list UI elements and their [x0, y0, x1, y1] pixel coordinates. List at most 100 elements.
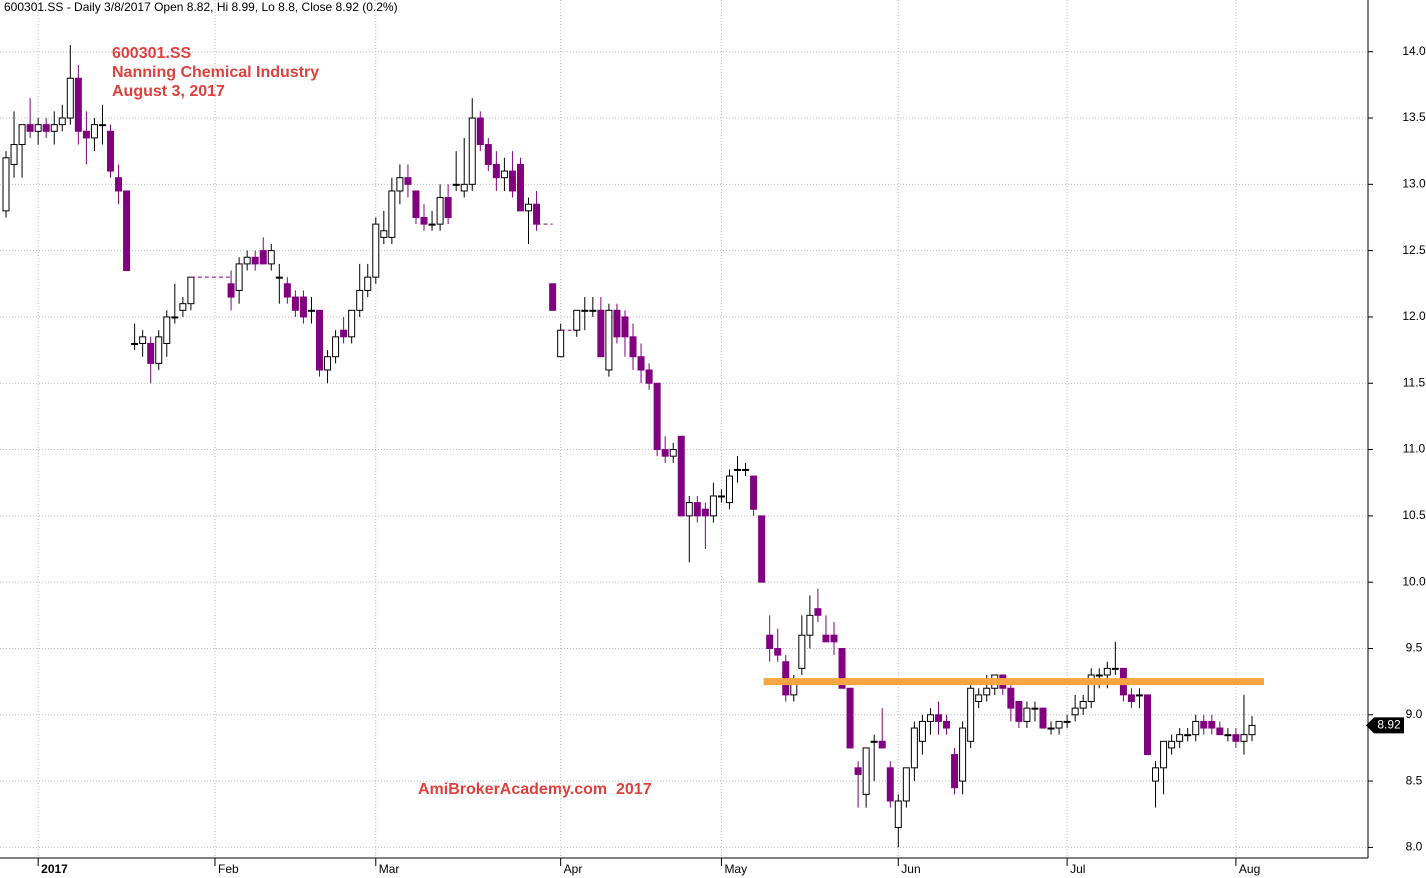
candle-body — [1152, 767, 1160, 782]
candle-body — [573, 309, 581, 331]
candle-body — [1240, 734, 1248, 742]
x-tick-label: Aug — [1239, 862, 1260, 876]
candle-body — [1127, 694, 1135, 703]
y-tick-label: 11.5 — [1403, 375, 1426, 389]
candle-body — [10, 144, 18, 165]
candle-body — [629, 336, 637, 358]
candle-body — [412, 190, 420, 218]
candle-body — [2, 157, 10, 212]
candle-body — [926, 714, 934, 722]
watermark: AmiBrokerAcademy.com 2017 — [418, 781, 652, 798]
candle-body — [870, 740, 878, 743]
candle-body — [1087, 674, 1095, 703]
candle-body — [468, 117, 476, 185]
candle-body — [1103, 667, 1111, 676]
candle-body — [1095, 674, 1103, 677]
candle-body — [959, 727, 967, 782]
candle-body — [525, 203, 533, 212]
y-tick-label: 13.5 — [1402, 110, 1426, 124]
x-tick-label: Jul — [1070, 862, 1085, 876]
y-tick-label: 12.0 — [1402, 309, 1426, 323]
candle-body — [251, 256, 259, 265]
candle-body — [107, 130, 115, 172]
candle-body — [1176, 734, 1184, 742]
candle-body — [34, 124, 42, 132]
candle-body — [436, 197, 444, 225]
candle-body — [1232, 734, 1240, 742]
candle-body — [806, 614, 814, 636]
y-tick-label: 9.5 — [1406, 641, 1423, 655]
y-tick-label: 9.0 — [1406, 707, 1423, 721]
candle-body — [637, 356, 645, 371]
price-tag — [1366, 717, 1404, 734]
candle-body — [508, 170, 516, 192]
candle-body — [452, 183, 460, 186]
y-tick-label: 12.5 — [1402, 243, 1426, 257]
candle-body — [147, 342, 155, 364]
candle-body — [557, 329, 565, 358]
candle-body — [934, 714, 942, 722]
candle-body — [235, 263, 243, 291]
y-tick-label: 11.0 — [1403, 442, 1426, 456]
x-tick-label: Feb — [218, 862, 239, 876]
candle-body — [1224, 734, 1232, 737]
candle-body — [388, 190, 396, 238]
candle-body — [460, 183, 468, 192]
x-tick-label: Jun — [901, 862, 920, 876]
candle-body — [420, 216, 428, 225]
candle-body — [878, 740, 886, 749]
candle-body — [774, 647, 782, 656]
y-tick-label: 8.0 — [1406, 840, 1423, 854]
candle-body — [171, 316, 179, 319]
candle-body — [139, 336, 147, 344]
candle-body — [814, 608, 822, 616]
candle-body — [516, 163, 524, 212]
candle-body — [661, 449, 669, 457]
candle-body — [894, 800, 902, 828]
subtitle: Nanning Chemical Industry — [112, 64, 319, 81]
candle-body — [1200, 720, 1208, 729]
candle-body — [589, 309, 597, 312]
candle-body — [1208, 720, 1216, 729]
candle-body — [356, 289, 364, 311]
price-tag-label: 8.92 — [1377, 718, 1401, 732]
candle-body — [846, 687, 854, 749]
candle-body — [1184, 734, 1192, 737]
candle-body — [179, 303, 187, 311]
candle-body — [951, 754, 959, 789]
candle-body — [1216, 727, 1224, 736]
x-tick-label: 2017 — [41, 862, 68, 876]
candle-body — [163, 316, 171, 344]
candle-body — [98, 124, 106, 127]
candle-body — [717, 495, 725, 498]
candle-body — [742, 468, 750, 471]
candle-body — [983, 687, 991, 696]
candle-body — [380, 230, 388, 238]
x-tick-label: May — [724, 862, 747, 876]
candle-body — [1007, 687, 1015, 709]
candle-body — [115, 177, 123, 192]
candle-body — [1192, 720, 1200, 736]
candle-body — [66, 77, 74, 119]
candle-body — [1111, 667, 1119, 670]
candle-body — [396, 177, 404, 192]
candle-body — [854, 767, 862, 775]
candle-body — [918, 720, 926, 742]
x-tick-label: Apr — [564, 862, 583, 876]
candle-body — [967, 687, 975, 742]
y-tick-label: 10.0 — [1402, 574, 1426, 588]
y-tick-label: 8.5 — [1406, 773, 1423, 787]
candle-body — [669, 449, 677, 457]
candle-body — [42, 124, 50, 132]
candle-body — [123, 190, 131, 272]
candle-body — [766, 634, 774, 649]
candle-body — [613, 309, 621, 338]
candle-body — [653, 382, 661, 451]
candle-body — [243, 256, 251, 265]
candle-body — [725, 475, 733, 504]
candle-body — [275, 276, 283, 279]
candle-body — [227, 283, 235, 298]
candle-body — [155, 336, 163, 364]
candle-body — [131, 342, 139, 345]
